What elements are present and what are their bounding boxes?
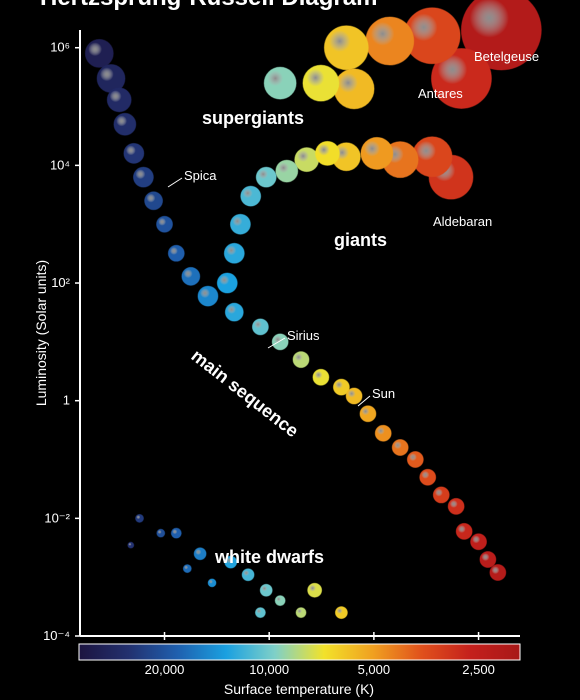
leader-line	[267, 337, 286, 349]
star	[430, 47, 492, 109]
leader-line	[167, 177, 183, 188]
star	[271, 333, 289, 351]
star	[156, 528, 166, 538]
star	[181, 266, 201, 286]
x-tick-label: 20,000	[145, 662, 185, 677]
star	[144, 191, 164, 211]
star-name: Betelgeuse	[474, 49, 539, 64]
star	[251, 318, 269, 336]
star	[447, 497, 465, 515]
leader-line	[357, 395, 371, 407]
x-tick-label: 5,000	[358, 662, 391, 677]
star	[224, 302, 244, 322]
star	[307, 582, 323, 598]
star-name: Antares	[418, 86, 463, 101]
chart-title: Hertzsprung-Russell Diagram	[40, 0, 377, 11]
group-label: giants	[334, 230, 387, 250]
star	[334, 606, 348, 620]
star	[360, 136, 394, 170]
star	[224, 555, 238, 569]
y-tick-label: 10⁻²	[44, 510, 70, 525]
y-tick-label: 1	[63, 393, 70, 408]
star	[406, 451, 424, 469]
star	[254, 607, 266, 619]
star	[229, 213, 251, 235]
star	[106, 87, 132, 113]
star	[312, 368, 330, 386]
y-tick-label: 10⁶	[50, 40, 70, 55]
x-axis-label: Surface temperature (K)	[224, 681, 374, 697]
star-name: Aldebaran	[433, 214, 492, 229]
star	[295, 607, 307, 619]
star	[123, 142, 145, 164]
x-tick-label: 10,000	[249, 662, 289, 677]
star	[302, 64, 340, 102]
star	[170, 527, 182, 539]
star	[240, 185, 262, 207]
star	[432, 486, 450, 504]
star	[460, 0, 542, 71]
y-tick-label: 10²	[51, 275, 70, 290]
star	[314, 140, 340, 166]
star	[223, 242, 245, 264]
star	[479, 550, 497, 568]
star	[127, 541, 135, 549]
color-bar	[78, 643, 521, 661]
y-tick-label: 10⁴	[50, 157, 70, 172]
y-tick-label: 10⁻⁴	[43, 628, 70, 643]
star	[255, 166, 277, 188]
star	[193, 547, 207, 561]
star	[263, 66, 297, 100]
star	[84, 38, 114, 68]
star	[113, 112, 137, 136]
star-name: Sun	[372, 386, 395, 401]
star	[489, 564, 507, 582]
star	[292, 351, 310, 369]
star	[167, 244, 185, 262]
star	[275, 159, 299, 183]
star	[470, 533, 488, 551]
star	[259, 583, 273, 597]
group-label: white dwarfs	[214, 547, 324, 567]
star	[391, 439, 409, 457]
star-name: Sirius	[287, 328, 320, 343]
star	[374, 424, 392, 442]
y-axis-label: Luminosity (Solar units)	[33, 260, 49, 406]
star	[241, 568, 255, 582]
star	[132, 166, 154, 188]
x-tick-label: 2,500	[462, 662, 495, 677]
star	[197, 285, 219, 307]
star	[182, 564, 192, 574]
star	[216, 272, 238, 294]
group-label: supergiants	[202, 108, 304, 128]
star	[365, 16, 415, 66]
star	[333, 68, 375, 110]
star-name: Spica	[184, 168, 217, 183]
star	[156, 215, 174, 233]
star	[332, 378, 350, 396]
star	[207, 578, 217, 588]
star	[345, 387, 363, 405]
stars	[84, 0, 542, 620]
star	[135, 513, 145, 523]
star	[419, 468, 437, 486]
star	[274, 595, 286, 607]
star	[359, 405, 377, 423]
star	[323, 25, 369, 71]
star	[455, 522, 473, 540]
